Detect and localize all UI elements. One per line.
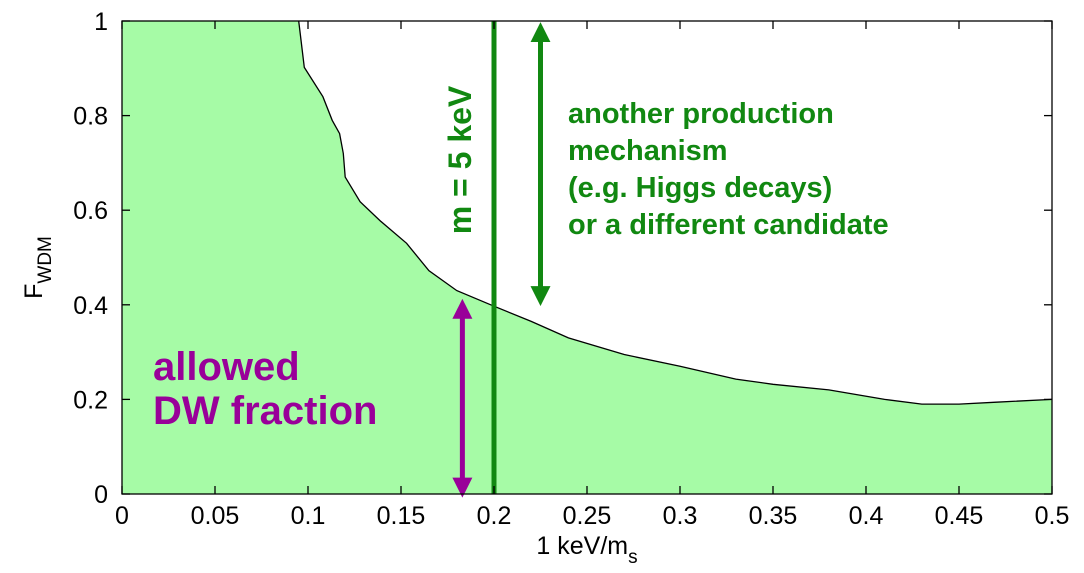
y-tick-label: 1 xyxy=(94,8,108,36)
x-tick-label: 0.15 xyxy=(377,502,426,530)
x-tick-label: 0.45 xyxy=(935,502,984,530)
y-tick-label: 0 xyxy=(94,481,108,509)
x-tick-label: 0.05 xyxy=(191,502,240,530)
x-axis-title: 1 keV/ms xyxy=(536,532,637,568)
annotations: allowed DW fraction another production mech… xyxy=(153,98,889,433)
x-axis: 0 0.05 0.1 0.15 0.2 0.25 0.3 0.35 0.4 0.45 0.5 xyxy=(115,21,1069,530)
vertical-line-label: m = 5 keV xyxy=(442,85,478,234)
y-tick-label: 0.4 xyxy=(73,292,108,320)
y-tick-label: 0.2 xyxy=(73,386,108,414)
x-tick-label: 0.4 xyxy=(849,502,884,530)
y-tick-label: 0.8 xyxy=(73,103,108,131)
annotation-other-mechanism: another production mechanism (e.g. Higgs d… xyxy=(568,98,889,241)
y-tick-label: 0.6 xyxy=(73,197,108,225)
y-axis: 0 0.2 0.4 0.6 0.8 1 xyxy=(73,8,1052,509)
x-tick-label: 0.1 xyxy=(291,502,326,530)
annotation-allowed-fraction: allowed DW fraction xyxy=(153,345,377,433)
x-tick-label: 0.35 xyxy=(749,502,798,530)
x-tick-label: 0.2 xyxy=(477,502,512,530)
x-tick-label: 0.5 xyxy=(1035,502,1070,530)
x-tick-label: 0 xyxy=(115,502,129,530)
y-axis-title: FWDM xyxy=(20,236,56,299)
allowed-region-fill xyxy=(122,21,1052,494)
x-tick-label: 0.25 xyxy=(563,502,612,530)
x-tick-label: 0.3 xyxy=(663,502,698,530)
